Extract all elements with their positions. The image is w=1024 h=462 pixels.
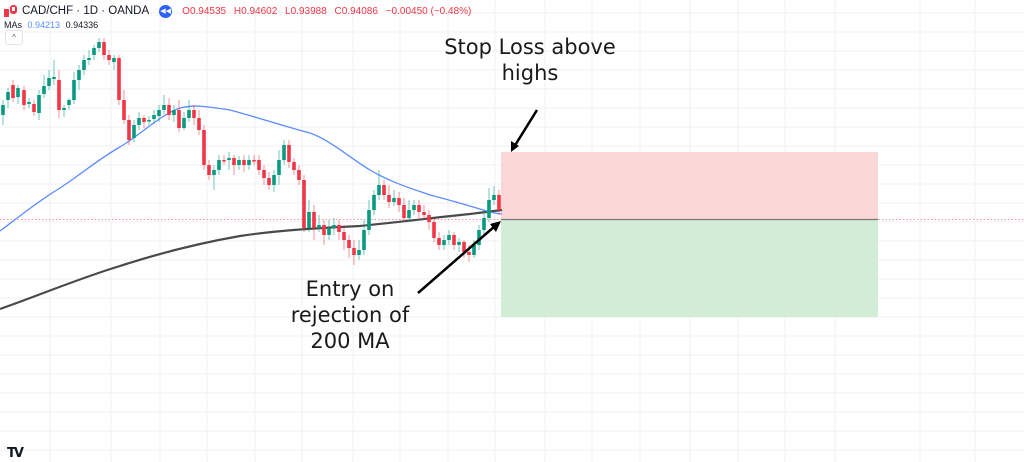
ohlc-values: O0.94535 H0.94602 L0.93988 C0.94086 −0.0… bbox=[182, 6, 471, 17]
close-value: 0.94086 bbox=[341, 5, 378, 17]
stop-loss-arrow bbox=[512, 109, 539, 148]
chevron-up-icon: ^ bbox=[12, 33, 16, 42]
indicator-legend[interactable]: MAs 0.94213 0.94336 bbox=[4, 20, 98, 30]
ma-slow-value: 0.94336 bbox=[65, 20, 99, 30]
symbol-title[interactable]: CAD/CHF · 1D · OANDA bbox=[22, 5, 150, 17]
candles[interactable] bbox=[1, 38, 501, 265]
entry-arrow bbox=[417, 225, 496, 294]
stop-loss-text-line2: highs bbox=[501, 61, 559, 85]
close-label: C bbox=[334, 5, 342, 17]
entry-text-line3: 200 MA bbox=[310, 329, 390, 353]
ma-50-line[interactable] bbox=[0, 105, 503, 232]
ma-fast-value: 0.94213 bbox=[27, 20, 61, 30]
indicator-label: MAs bbox=[4, 20, 22, 30]
stop-loss-annotation: Stop Loss above highs bbox=[430, 34, 630, 86]
chart-header: CAD/CHF · 1D · OANDA ◀◀ O0.94535 H0.9460… bbox=[4, 2, 471, 20]
open-value: 0.94535 bbox=[189, 5, 227, 17]
change-value: −0.00450 (−0.48%) bbox=[385, 5, 472, 17]
target-zone[interactable] bbox=[501, 220, 878, 317]
ma-200-line[interactable] bbox=[0, 208, 503, 311]
open-label: O bbox=[182, 5, 190, 17]
stop-loss-text-line1: Stop Loss above bbox=[444, 35, 616, 59]
low-value: 0.93988 bbox=[290, 5, 327, 17]
entry-annotation: Entry on rejection of 200 MA bbox=[270, 276, 430, 354]
entry-arrow-head-icon bbox=[490, 221, 501, 232]
entry-text-line1: Entry on bbox=[305, 277, 395, 301]
high-label: H bbox=[233, 5, 242, 17]
stop-loss-arrow-head-icon bbox=[511, 141, 519, 152]
tradingview-logo-icon[interactable]: TV bbox=[7, 446, 24, 461]
stop-loss-zone[interactable] bbox=[501, 152, 878, 220]
low-label: L bbox=[285, 5, 291, 17]
high-value: 0.94602 bbox=[241, 5, 278, 17]
collapse-legend-button[interactable]: ^ bbox=[5, 30, 23, 45]
currency-logo-icon bbox=[4, 5, 18, 17]
rewind-icon[interactable]: ◀◀ bbox=[159, 4, 173, 18]
entry-text-line2: rejection of bbox=[290, 303, 410, 327]
